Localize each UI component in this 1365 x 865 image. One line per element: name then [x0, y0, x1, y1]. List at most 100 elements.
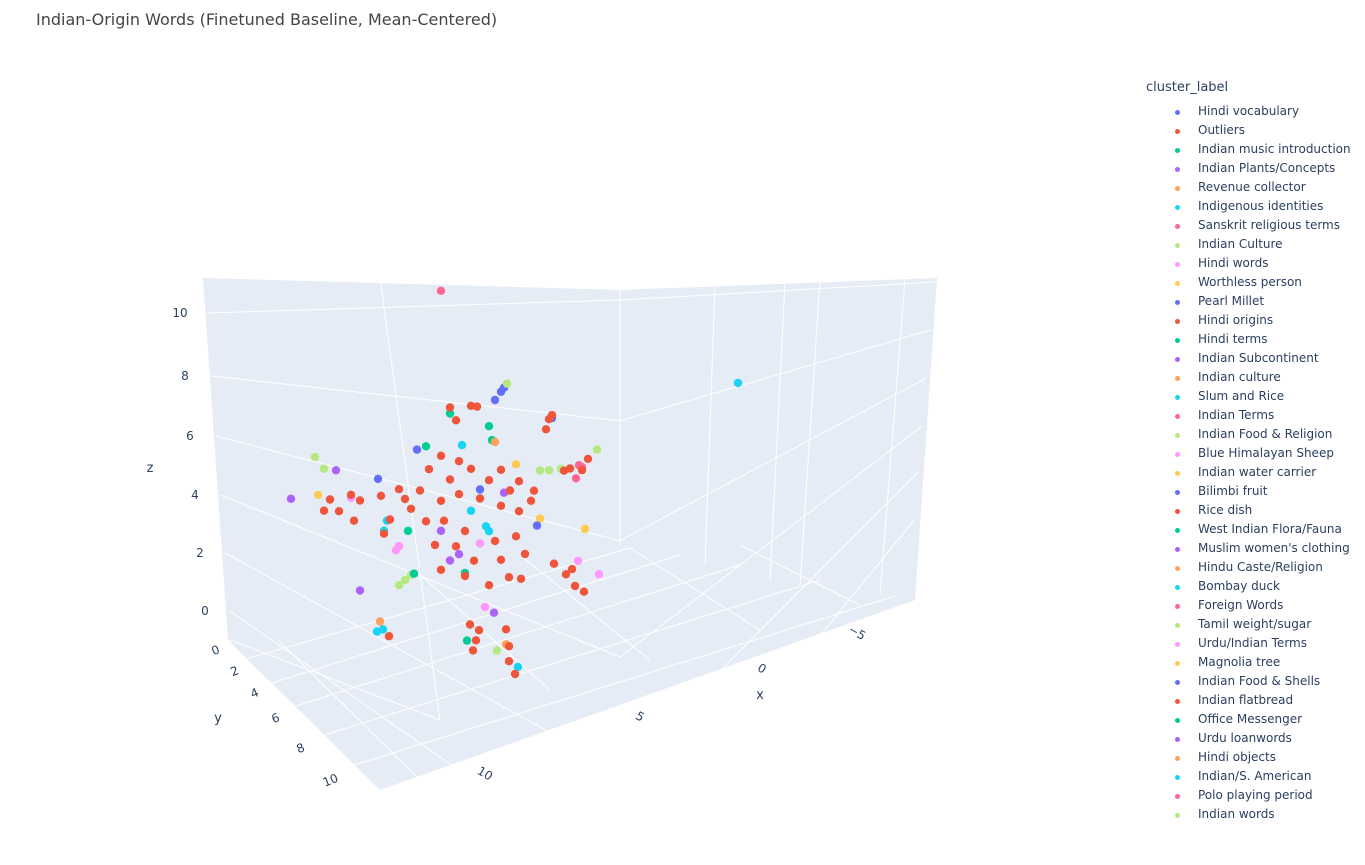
legend-item[interactable]: Hindi vocabulary: [1146, 103, 1365, 122]
legend-item[interactable]: Indian culture: [1146, 369, 1365, 388]
data-point[interactable]: [490, 437, 500, 447]
data-point[interactable]: [394, 485, 404, 494]
legend-item[interactable]: Muslim women's clothing: [1146, 540, 1365, 559]
legend-item[interactable]: Bilimbi fruit: [1146, 483, 1365, 502]
data-point[interactable]: [373, 474, 383, 484]
data-point[interactable]: [484, 476, 494, 485]
data-point[interactable]: [484, 581, 494, 590]
legend-item[interactable]: Blue Himalayan Sheep: [1146, 445, 1365, 464]
data-point[interactable]: [445, 403, 455, 412]
legend-item[interactable]: Bombay duck: [1146, 578, 1365, 597]
data-point[interactable]: [484, 527, 494, 536]
data-point[interactable]: [394, 542, 404, 551]
legend-item[interactable]: Tamil weight/sugar: [1146, 616, 1365, 635]
data-point[interactable]: [286, 494, 296, 503]
data-point[interactable]: [415, 486, 425, 495]
legend-item[interactable]: Indian Culture: [1146, 236, 1365, 255]
data-point[interactable]: [451, 542, 461, 551]
data-point[interactable]: [319, 506, 329, 515]
data-point[interactable]: [451, 416, 461, 425]
data-point[interactable]: [514, 477, 524, 486]
data-point[interactable]: [561, 570, 571, 579]
data-point[interactable]: [549, 559, 559, 568]
legend-item[interactable]: Worthless person: [1146, 274, 1365, 293]
data-point[interactable]: [514, 507, 524, 516]
legend-item[interactable]: Indian flatbread: [1146, 692, 1365, 711]
data-point[interactable]: [547, 410, 557, 420]
legend-item[interactable]: Foreign Words: [1146, 597, 1365, 616]
legend-item[interactable]: Urdu/Indian Terms: [1146, 635, 1365, 654]
legend-item[interactable]: Indian Food & Shells: [1146, 673, 1365, 692]
data-point[interactable]: [475, 494, 485, 503]
data-point[interactable]: [466, 506, 476, 515]
data-point[interactable]: [504, 642, 514, 651]
data-point[interactable]: [475, 539, 485, 548]
legend-item[interactable]: Hindi terms: [1146, 331, 1365, 350]
data-point[interactable]: [409, 569, 419, 578]
data-point[interactable]: [579, 587, 589, 596]
data-point[interactable]: [421, 517, 431, 526]
data-point[interactable]: [565, 464, 575, 473]
data-point[interactable]: [567, 564, 577, 574]
data-point[interactable]: [355, 586, 365, 595]
data-point[interactable]: [511, 532, 521, 541]
data-point[interactable]: [471, 636, 481, 645]
data-point[interactable]: [472, 402, 482, 411]
data-point[interactable]: [496, 465, 506, 474]
data-point[interactable]: [436, 451, 446, 460]
legend-item[interactable]: Hindi origins: [1146, 312, 1365, 331]
legend-item[interactable]: Indian music introduction: [1146, 141, 1365, 160]
data-point[interactable]: [469, 556, 479, 565]
data-point[interactable]: [375, 617, 385, 626]
data-point[interactable]: [384, 632, 394, 641]
data-point[interactable]: [436, 565, 446, 574]
data-point[interactable]: [484, 422, 494, 431]
data-point[interactable]: [535, 466, 545, 475]
legend-item[interactable]: Pearl Millet: [1146, 293, 1365, 312]
legend-item[interactable]: Rice dish: [1146, 502, 1365, 521]
data-point[interactable]: [439, 516, 449, 525]
data-point[interactable]: [394, 581, 404, 590]
data-point[interactable]: [513, 662, 523, 672]
data-point[interactable]: [355, 496, 365, 505]
data-point[interactable]: [403, 526, 413, 536]
data-point[interactable]: [501, 625, 511, 634]
data-point[interactable]: [436, 526, 446, 535]
legend-item[interactable]: Hindi objects: [1146, 749, 1365, 768]
data-point[interactable]: [454, 457, 464, 466]
data-point[interactable]: [594, 570, 604, 579]
data-point[interactable]: [424, 465, 434, 474]
legend-item[interactable]: West Indian Flora/Fauna: [1146, 521, 1365, 540]
data-point[interactable]: [490, 536, 500, 546]
data-point[interactable]: [406, 504, 416, 513]
legend-item[interactable]: Sanskrit religious terms: [1146, 217, 1365, 236]
data-point[interactable]: [346, 490, 356, 499]
legend-item[interactable]: Indian/S. American: [1146, 768, 1365, 787]
legend-item[interactable]: Indian Food & Religion: [1146, 426, 1365, 445]
data-point[interactable]: [541, 425, 551, 434]
data-point[interactable]: [445, 556, 455, 565]
data-point[interactable]: [580, 524, 590, 534]
data-point[interactable]: [570, 581, 580, 591]
data-point[interactable]: [544, 466, 554, 475]
legend-item[interactable]: Indian Subcontinent: [1146, 350, 1365, 369]
legend-item[interactable]: Indigenous identities: [1146, 198, 1365, 217]
data-point[interactable]: [526, 496, 536, 505]
data-point[interactable]: [492, 646, 502, 655]
data-point[interactable]: [462, 636, 472, 645]
data-point[interactable]: [400, 575, 410, 585]
data-point[interactable]: [445, 475, 455, 484]
data-point[interactable]: [325, 495, 335, 504]
data-point[interactable]: [520, 549, 530, 559]
legend-item[interactable]: Indian Terms: [1146, 407, 1365, 426]
legend-item[interactable]: Office Messenger: [1146, 711, 1365, 730]
data-point[interactable]: [733, 378, 743, 388]
data-point[interactable]: [480, 602, 490, 612]
data-point[interactable]: [577, 465, 587, 475]
data-point[interactable]: [535, 514, 545, 523]
data-point[interactable]: [504, 573, 514, 582]
data-point[interactable]: [460, 571, 470, 581]
data-point[interactable]: [468, 646, 478, 655]
legend-item[interactable]: Slum and Rice: [1146, 388, 1365, 407]
data-point[interactable]: [529, 486, 539, 495]
